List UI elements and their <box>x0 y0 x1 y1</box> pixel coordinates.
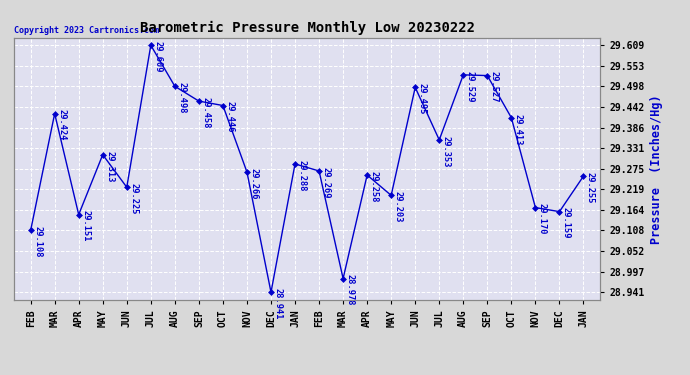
Text: Copyright 2023 Cartronics.com: Copyright 2023 Cartronics.com <box>14 26 159 35</box>
Text: 29.203: 29.203 <box>393 191 403 223</box>
Text: 29.446: 29.446 <box>226 101 235 133</box>
Text: 29.288: 29.288 <box>297 160 306 191</box>
Text: 29.527: 29.527 <box>490 71 499 103</box>
Text: 29.255: 29.255 <box>586 172 595 204</box>
Text: 29.108: 29.108 <box>33 226 42 258</box>
Text: 29.609: 29.609 <box>153 41 162 73</box>
Text: 29.458: 29.458 <box>201 97 210 128</box>
Text: 28.941: 28.941 <box>273 288 282 320</box>
Text: 29.353: 29.353 <box>442 136 451 167</box>
Text: 28.978: 28.978 <box>346 274 355 306</box>
Text: 29.159: 29.159 <box>562 207 571 239</box>
Y-axis label: Pressure  (Inches/Hg): Pressure (Inches/Hg) <box>650 94 663 244</box>
Text: 29.170: 29.170 <box>538 203 547 235</box>
Text: 29.269: 29.269 <box>322 167 331 198</box>
Text: 29.498: 29.498 <box>177 82 186 114</box>
Text: 29.258: 29.258 <box>370 171 379 202</box>
Text: 29.313: 29.313 <box>105 150 114 182</box>
Title: Barometric Pressure Monthly Low 20230222: Barometric Pressure Monthly Low 20230222 <box>139 21 475 35</box>
Text: 29.413: 29.413 <box>514 114 523 145</box>
Text: 29.495: 29.495 <box>417 83 426 115</box>
Text: 29.424: 29.424 <box>57 110 66 141</box>
Text: 29.266: 29.266 <box>249 168 258 200</box>
Text: 29.529: 29.529 <box>466 70 475 102</box>
Text: 29.151: 29.151 <box>81 210 90 242</box>
Text: 29.225: 29.225 <box>129 183 138 214</box>
